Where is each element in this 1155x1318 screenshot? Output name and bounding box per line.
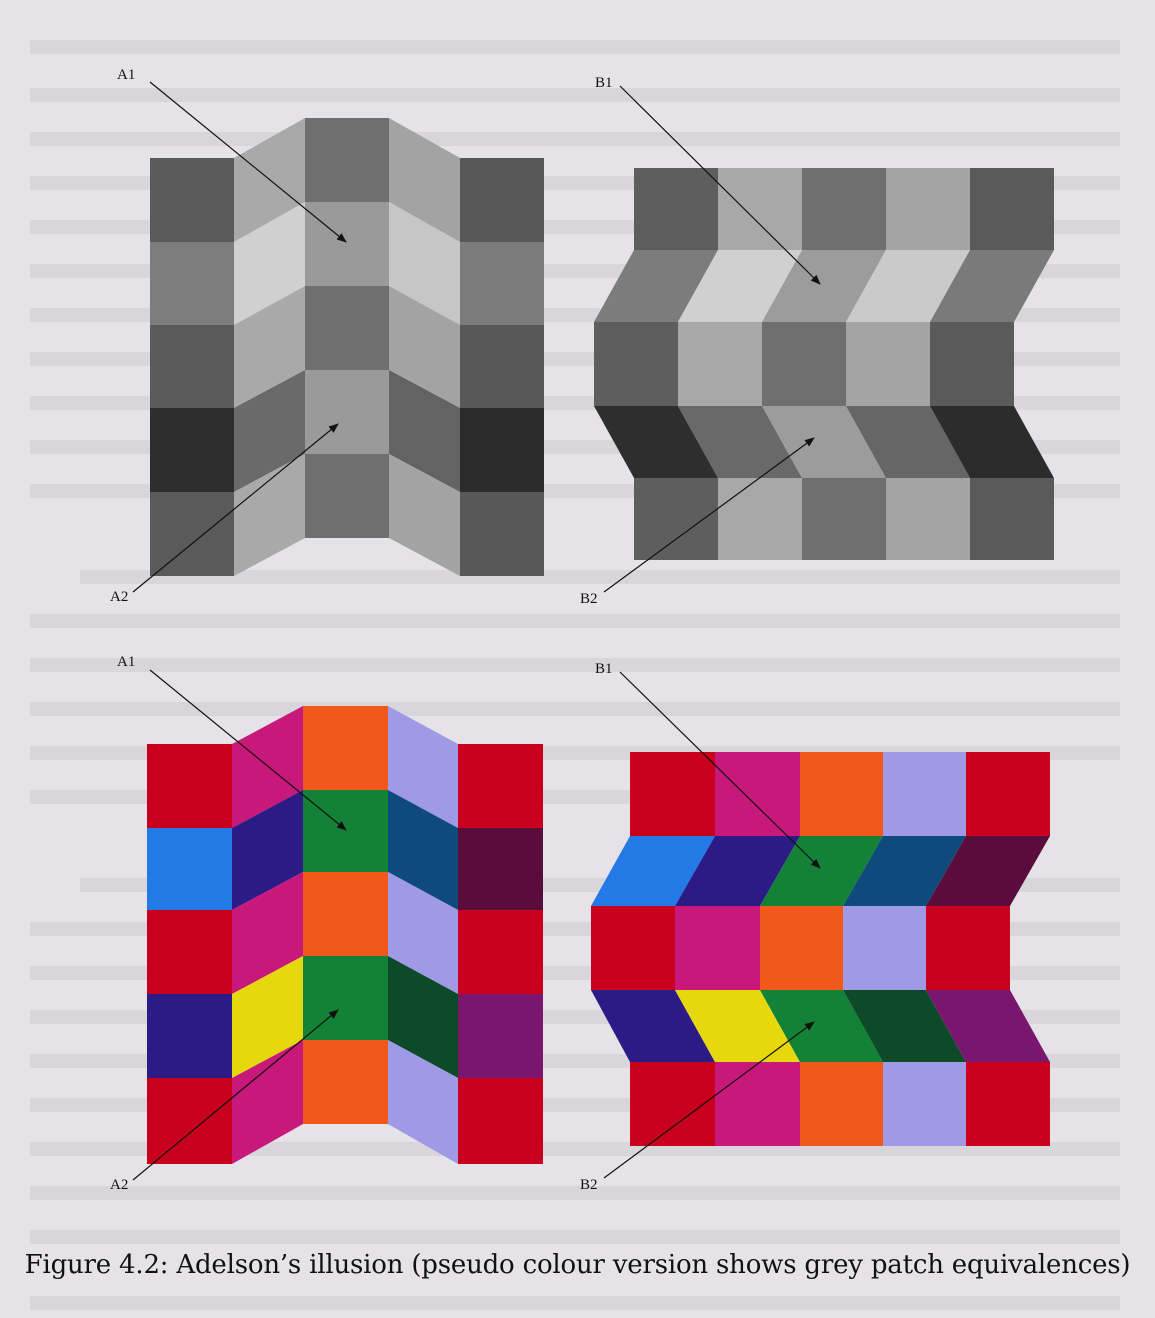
label-b2-colour: B2 xyxy=(580,1177,598,1193)
arrow-a2-colour xyxy=(132,1009,339,1181)
label-a2-grey: A2 xyxy=(110,589,128,605)
panel-colour-b xyxy=(591,752,1050,1146)
arrow-b1-colour xyxy=(619,671,821,869)
figure-caption: Figure 4.2: Adelson’s illusion (pseudo c… xyxy=(24,1250,1131,1280)
panel-greyscale-b xyxy=(594,168,1054,560)
label-b1-colour: B1 xyxy=(595,661,613,677)
label-a1-colour: A1 xyxy=(117,654,135,670)
arrow-a1-colour xyxy=(149,669,347,831)
label-a1-grey: A1 xyxy=(117,67,135,83)
panel-greyscale-a xyxy=(150,118,544,576)
label-b2-grey: B2 xyxy=(580,591,598,607)
arrow-a2-grey xyxy=(132,423,339,593)
label-b1-grey: B1 xyxy=(595,75,613,91)
arrow-b1-grey xyxy=(619,85,821,285)
arrow-b2-grey xyxy=(603,437,815,593)
panel-colour-a xyxy=(147,706,543,1164)
label-a2-colour: A2 xyxy=(110,1177,128,1193)
arrow-b2-colour xyxy=(603,1021,815,1179)
arrow-a1-grey xyxy=(149,81,347,243)
